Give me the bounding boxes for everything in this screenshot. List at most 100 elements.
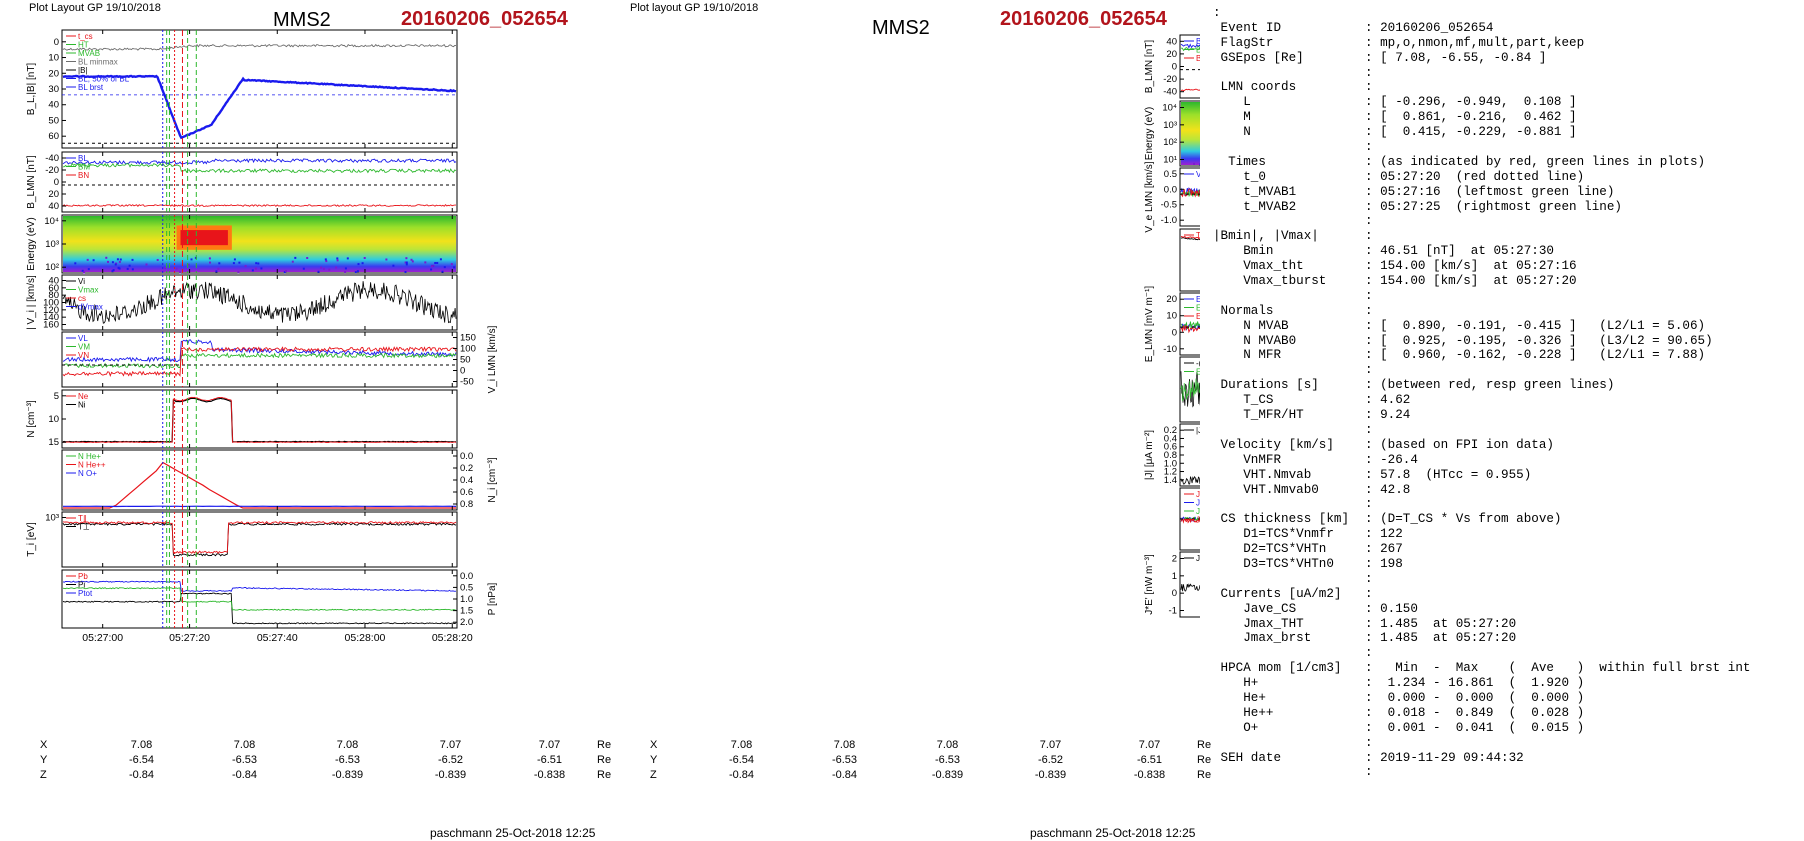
spectrogram-speckle (404, 271, 407, 273)
legend-label: BM (78, 163, 90, 172)
legend-label: BL minmax (78, 58, 118, 67)
panel-2: 10⁴ 10³ 10² 10¹ Energy (eV) (1144, 100, 1200, 167)
y-tick-label: 30 (48, 84, 59, 95)
spectrogram-speckle (294, 256, 297, 259)
y-tick-label: 0 (460, 366, 465, 377)
legend-label: BN (1196, 54, 1200, 63)
spectrogram-speckle (344, 271, 347, 274)
series-line (62, 522, 457, 557)
y-axis-label: V_i LMN [km/s] (487, 325, 498, 393)
info-key: N (1213, 125, 1251, 140)
y-tick-label: 60 (48, 131, 59, 142)
spectrogram-speckle (251, 269, 254, 272)
spectrogram-speckle (232, 262, 235, 265)
info-value: : (1365, 422, 1373, 437)
series-line (62, 592, 457, 625)
info-value: : 05:27:16 (leftmost green line) (1365, 184, 1615, 199)
info-key: Jmax_THT (1213, 616, 1304, 631)
y-tick-label: 0 (1172, 62, 1177, 73)
info-value: : (1365, 80, 1373, 95)
info-value: : 0.001 - 0.041 ( 0.015 ) (1365, 720, 1585, 735)
info-value: : [ 0.890, -0.191, -0.415 ] (L2/L1 = 5.0… (1365, 318, 1706, 333)
pos-value: -6.53 (334, 753, 361, 766)
spectrogram-speckle (175, 267, 178, 270)
info-value: : (1365, 229, 1373, 244)
y-tick-label: 2.0 (460, 617, 473, 628)
spectrogram-speckle (405, 261, 408, 264)
y-tick-label: 140 (43, 312, 59, 323)
legend-label: MVAB (78, 49, 100, 58)
y-tick-label: 100 (460, 344, 476, 355)
info-row: N MVAB0: [ 0.925, -0.195, -0.326 ] (L3/L… (1213, 334, 1793, 349)
pos-row-x: X 7.08 7.08 7.08 7.07 7.07 Re (650, 737, 1227, 752)
info-value: : 1.485 at 05:27:20 (1365, 631, 1517, 646)
y-axis-label: N_i [cm⁻³] (487, 457, 498, 503)
y-tick-label: 80 (48, 290, 59, 301)
y-tick-label: 20 (1166, 49, 1177, 60)
legend-label: BL (78, 154, 88, 163)
legend-label: cs (78, 294, 86, 303)
spectrogram-speckle (346, 257, 349, 260)
pos-unit: Re (597, 738, 612, 751)
info-row: Currents [uA/m2]: (1213, 587, 1793, 602)
legend-label: BL (1196, 37, 1200, 46)
info-value: : 1.485 at 05:27:20 (1365, 616, 1517, 631)
info-row: Bmin: 46.51 [nT] at 05:27:30 (1213, 244, 1793, 259)
info-row: Vmax_tht: 154.00 [km/s] at 05:27:16 (1213, 259, 1793, 274)
info-key: D3=TCS*VHTn0 (1213, 556, 1334, 571)
info-value: : (1365, 303, 1373, 318)
info-value: : (1365, 735, 1373, 750)
left-footer: paschmann 25-Oct-2018 12:25 (430, 826, 596, 840)
pos-value: -0.839 (331, 768, 364, 781)
y-tick-label: 120 (43, 305, 59, 316)
y-axis-label: | V_i | [km/s] (26, 275, 37, 330)
pos-value: -6.54 (728, 753, 755, 766)
pos-value: -0.84 (231, 768, 258, 781)
panel-frame (61, 151, 458, 213)
panel-frame (61, 389, 458, 449)
info-value: : (1365, 214, 1373, 229)
pos-value: -0.838 (533, 768, 566, 781)
spectrogram-speckle (92, 259, 95, 262)
info-value: : 4.62 (1365, 393, 1411, 408)
spectrogram-speckle (126, 267, 129, 270)
info-row: He+: 0.000 - 0.000 ( 0.000 ) (1213, 691, 1793, 706)
legend-label: JN (1196, 516, 1200, 525)
spectrogram-speckle (111, 261, 114, 264)
info-value: : (as indicated by red, green lines in p… (1365, 154, 1706, 169)
info-value: : -26.4 (1365, 452, 1418, 467)
legend-label: Ne (78, 392, 89, 401)
pos-label: Y (40, 753, 48, 766)
legend-label: BM (1196, 46, 1200, 55)
legend-label: BL, 50% of BL (78, 75, 130, 84)
info-key: |Bmin|, |Vmax| (1213, 229, 1319, 244)
y-tick-label: 10⁴ (44, 216, 59, 227)
y-tick-label: -40 (1163, 87, 1177, 98)
spectrogram-speckle (320, 266, 323, 269)
info-row: He++: 0.018 - 0.849 ( 0.028 ) (1213, 706, 1793, 721)
y-tick-label: 40 (48, 201, 59, 212)
left-layout-label: Plot Layout GP 19/10/2018 (29, 2, 161, 14)
legend-label: J*E' (1196, 554, 1200, 563)
info-row: : (1213, 66, 1793, 81)
info-row: Jmax_brst: 1.485 at 05:27:20 (1213, 631, 1793, 646)
panel-frame (1179, 167, 1200, 227)
pos-value: -0.839 (931, 768, 964, 781)
spectrogram-speckle (118, 267, 121, 270)
series-line (62, 396, 457, 443)
pos-value: -6.53 (231, 753, 258, 766)
legend-label: Pi (78, 581, 85, 590)
y-tick-label: 0.4 (460, 475, 473, 486)
info-key: Times (1213, 154, 1266, 169)
pos-value: 7.08 (233, 738, 256, 751)
y-tick-label: 0 (54, 37, 59, 48)
panel-frame (61, 449, 458, 511)
y-tick-label: 0.8 (1164, 450, 1177, 461)
y-axis-label: Energy (eV) (1144, 107, 1155, 160)
info-value: : 154.00 [km/s] at 05:27:20 (1365, 274, 1577, 289)
info-row: : (1213, 497, 1793, 512)
panel-3: 10⁴ 10³ 10² Energy (eV) (26, 214, 458, 274)
spectrogram-speckle (344, 267, 347, 270)
